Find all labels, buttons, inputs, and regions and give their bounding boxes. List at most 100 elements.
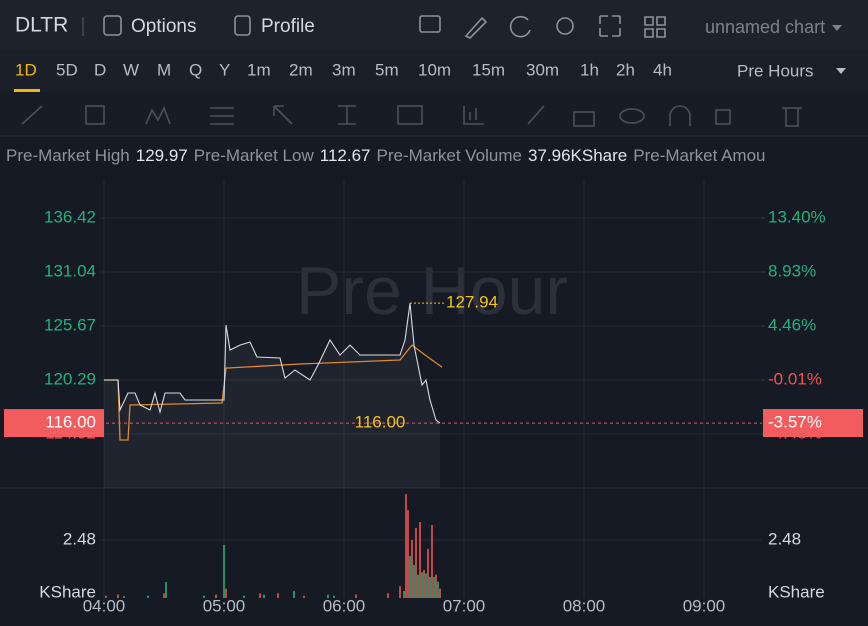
stat-value: 37.96KShare xyxy=(528,146,627,165)
max-label: 127.94 xyxy=(446,293,498,312)
stat-label: Pre-Market Volume xyxy=(376,146,522,165)
last-change-tag xyxy=(763,409,863,438)
x-tick-label: 07:00 xyxy=(443,596,486,615)
tool-measure[interactable] xyxy=(338,105,356,125)
tool-line[interactable] xyxy=(21,105,43,125)
edit-icon[interactable] xyxy=(464,16,488,39)
volume-bar xyxy=(427,548,429,598)
last-price-tag xyxy=(4,409,104,438)
tool-rect[interactable] xyxy=(85,105,105,125)
chart-name[interactable]: unnamed chart xyxy=(705,17,825,37)
tool-eye[interactable] xyxy=(619,108,645,124)
volume-bar xyxy=(163,593,165,598)
session[interactable]: Pre Hours xyxy=(737,61,814,80)
volume-bar xyxy=(407,510,409,598)
interval[interactable]: 2m xyxy=(289,60,313,79)
tool-fib[interactable] xyxy=(210,107,234,125)
stat-label: Pre-Market Low xyxy=(194,146,315,165)
tool-delete[interactable] xyxy=(782,107,802,127)
volume-bar xyxy=(405,493,407,598)
tool-magnet[interactable] xyxy=(669,105,691,126)
volume-bar xyxy=(421,572,423,598)
interval[interactable]: 10m xyxy=(418,60,451,79)
interval[interactable]: D xyxy=(94,60,106,79)
y-tick-label: 131.04 xyxy=(44,262,96,281)
tool-position[interactable] xyxy=(463,106,484,125)
volume-bar xyxy=(225,588,227,598)
drawing-tools xyxy=(21,105,802,127)
interval[interactable]: Q xyxy=(189,60,202,79)
layout-icon[interactable] xyxy=(644,16,666,38)
x-tick-label: 09:00 xyxy=(683,596,726,615)
volume-bar xyxy=(431,525,433,598)
options[interactable]: Options xyxy=(131,16,196,37)
stat-value: 129.97 xyxy=(136,146,188,165)
top-bar xyxy=(0,0,868,50)
volume-bar xyxy=(419,522,421,598)
y2-tick-label: 13.40% xyxy=(768,208,826,227)
indicator-icon[interactable] xyxy=(419,15,441,33)
profile-icon[interactable] xyxy=(234,15,251,36)
volume-bar xyxy=(415,527,417,598)
dropdown-arrow xyxy=(836,68,846,74)
interval-bar xyxy=(0,50,868,92)
interval[interactable]: 1h xyxy=(580,60,599,79)
chart-area xyxy=(0,178,868,626)
stat-value: 112.67 xyxy=(320,146,371,165)
volume-bar xyxy=(293,590,295,598)
price-line xyxy=(104,303,441,424)
volume-bar xyxy=(435,574,437,598)
interval[interactable]: W xyxy=(123,60,139,79)
volume-bar xyxy=(123,596,125,598)
x-tick-label: 05:00 xyxy=(203,596,246,615)
tool-lock[interactable] xyxy=(573,111,595,127)
y2-tick-label: 4.46% xyxy=(768,316,816,335)
options-icon[interactable] xyxy=(103,15,122,36)
volume-bar xyxy=(259,593,261,598)
volume-bar xyxy=(333,595,335,598)
interval[interactable]: 1D xyxy=(15,60,37,79)
volume-bar xyxy=(417,574,419,598)
volume-bar xyxy=(105,595,107,598)
volume-tick-label: 2.48 xyxy=(63,530,96,549)
profile[interactable]: Profile xyxy=(261,16,315,37)
interval[interactable]: 4h xyxy=(653,60,672,79)
interval[interactable]: 30m xyxy=(526,60,559,79)
tool-pattern[interactable] xyxy=(145,106,171,125)
settings-icon[interactable] xyxy=(556,17,574,35)
price-area xyxy=(104,303,440,488)
volume-bar xyxy=(413,565,415,598)
x-tick-label: 08:00 xyxy=(563,596,606,615)
stat-label: Pre-Market Amou xyxy=(633,146,765,165)
interval[interactable]: M xyxy=(157,60,171,79)
tool-brush[interactable] xyxy=(527,105,545,125)
interval[interactable]: 15m xyxy=(472,60,505,79)
volume-bar xyxy=(147,595,149,598)
y-tick-label: 136.42 xyxy=(44,207,96,226)
tool-copy[interactable] xyxy=(715,109,731,125)
x-tick-label: 04:00 xyxy=(83,596,126,615)
stats-line: Pre-Market High 129.97 Pre-Market Low 112.6… xyxy=(6,146,766,165)
volume-bar xyxy=(203,595,205,598)
tool-arrow[interactable] xyxy=(273,105,293,125)
volume-bar xyxy=(411,540,413,598)
interval[interactable]: 5D xyxy=(56,60,78,79)
fullscreen-icon[interactable] xyxy=(599,15,621,37)
volume-bar xyxy=(117,594,119,598)
interval[interactable]: 2h xyxy=(616,60,635,79)
interval[interactable]: 3m xyxy=(332,60,356,79)
volume-bar xyxy=(165,582,167,598)
volume-bar xyxy=(263,594,265,598)
symbol[interactable]: DLTR xyxy=(15,14,68,37)
y2-tick-label: -0.01% xyxy=(768,370,822,389)
interval[interactable]: 1m xyxy=(247,60,271,79)
interval[interactable]: 5m xyxy=(375,60,399,79)
refresh-icon[interactable] xyxy=(509,15,531,38)
volume-unit: KShare xyxy=(39,582,96,601)
tool-text[interactable] xyxy=(397,105,423,125)
y2-tick-label: 8.93% xyxy=(768,262,816,281)
volume-bar xyxy=(425,573,427,598)
active-underline xyxy=(14,89,40,92)
interval[interactable]: Y xyxy=(219,60,230,79)
